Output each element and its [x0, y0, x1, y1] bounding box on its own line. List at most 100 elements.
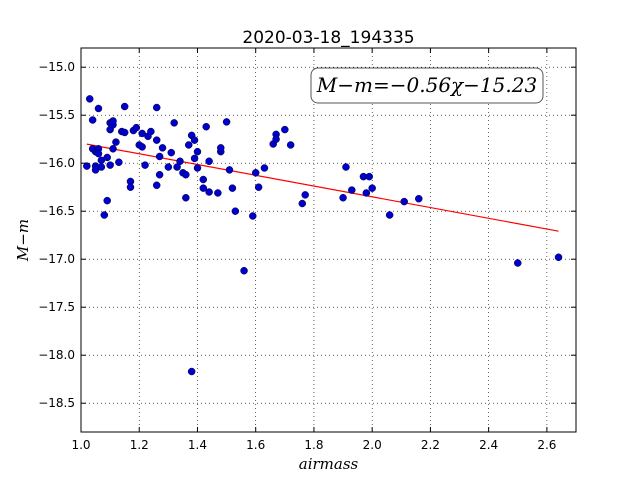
data-point	[106, 161, 114, 169]
data-point	[415, 194, 423, 203]
data-point	[193, 164, 202, 172]
data-point	[132, 123, 141, 132]
data-point	[240, 266, 248, 275]
x-tick-label: 2.6	[537, 438, 556, 452]
data-point	[205, 157, 213, 166]
data-point	[115, 158, 123, 166]
data-point	[155, 170, 164, 179]
data-point	[254, 183, 263, 191]
data-point	[152, 181, 161, 190]
fit-line-layer	[86, 143, 559, 232]
data-point	[120, 128, 129, 137]
plot-frame	[80, 47, 577, 433]
axis-ticks: 1.0 1.2 1.4 1.6 1.8 2.0 2.2 2.4 2.6 −15.0 −15.5 −16…	[38, 48, 576, 452]
y-tick-label: −15.0	[38, 60, 75, 74]
data-point	[231, 207, 240, 215]
data-point	[348, 186, 356, 194]
data-point	[182, 194, 190, 202]
data-point	[554, 253, 563, 262]
annotation-box	[310, 67, 544, 104]
data-point	[362, 189, 371, 197]
data-point	[83, 162, 91, 170]
x-tick-label: 1.0	[71, 438, 90, 452]
data-point	[217, 144, 225, 152]
x-tick-label: 2.4	[479, 438, 498, 452]
data-point	[339, 194, 347, 202]
data-point	[176, 157, 184, 166]
data-point	[272, 135, 280, 143]
x-tick-label: 2.2	[421, 438, 440, 452]
data-point	[342, 163, 350, 171]
data-points-layer	[83, 95, 563, 376]
data-point	[100, 211, 109, 219]
data-point	[365, 172, 374, 181]
data-point	[514, 259, 522, 267]
data-point	[112, 138, 120, 146]
y-tick-label: −16.5	[38, 204, 75, 218]
data-point	[260, 164, 269, 172]
data-point	[385, 211, 394, 219]
y-tick-label: −18.0	[38, 348, 75, 362]
data-point	[225, 166, 234, 174]
y-tick-label: −16.0	[38, 156, 75, 170]
data-point	[190, 136, 199, 144]
data-point	[184, 141, 193, 149]
data-point	[281, 125, 289, 134]
fit-line	[86, 143, 559, 232]
x-tick-label: 2.0	[363, 438, 382, 452]
data-point	[138, 143, 146, 151]
data-point	[187, 367, 196, 376]
data-point	[120, 102, 129, 111]
data-point	[141, 161, 149, 169]
annotation-text: M−m=−0.56χ−15.23	[316, 73, 537, 97]
data-point	[286, 141, 295, 149]
data-point	[249, 212, 257, 220]
data-point	[147, 127, 155, 136]
y-axis-label: M−m	[14, 219, 32, 262]
x-axis-label: airmass	[299, 455, 359, 473]
data-point	[199, 184, 208, 192]
x-tick-label: 1.8	[304, 438, 323, 452]
data-point	[94, 104, 103, 113]
x-tick-label: 1.2	[130, 438, 149, 452]
x-tick-label: 1.4	[188, 438, 207, 452]
data-point	[155, 152, 164, 161]
data-point	[103, 196, 111, 205]
data-point	[400, 197, 408, 206]
data-point	[152, 136, 161, 144]
y-tick-label: −17.0	[38, 252, 75, 266]
data-point	[202, 122, 210, 131]
data-point	[109, 145, 117, 153]
data-point	[190, 154, 199, 163]
data-point	[193, 147, 202, 156]
data-point	[85, 95, 94, 103]
data-point	[228, 184, 237, 192]
data-point	[182, 170, 190, 179]
grid	[80, 48, 576, 432]
data-point	[301, 191, 309, 199]
data-point	[97, 163, 106, 171]
data-point	[164, 163, 173, 171]
y-tick-label: −17.5	[38, 300, 75, 314]
data-point	[109, 117, 117, 125]
data-point	[205, 188, 213, 196]
x-tick-label: 1.6	[246, 438, 265, 452]
data-point	[167, 148, 176, 157]
data-point	[94, 149, 103, 158]
data-point	[103, 153, 111, 162]
y-tick-label: −18.5	[38, 396, 75, 410]
data-point	[199, 175, 208, 184]
data-point	[126, 183, 135, 191]
data-point	[222, 118, 231, 126]
data-point	[214, 189, 222, 197]
data-point	[152, 103, 161, 112]
data-point	[170, 119, 178, 127]
y-tick-label: −15.5	[38, 108, 75, 122]
chart-title: 2020-03-18_194335	[242, 28, 414, 48]
data-point	[298, 199, 307, 208]
data-point	[251, 169, 260, 177]
data-point	[88, 116, 97, 124]
data-point	[158, 144, 167, 152]
fit-annotation: M−m=−0.56χ−15.23	[310, 67, 544, 104]
